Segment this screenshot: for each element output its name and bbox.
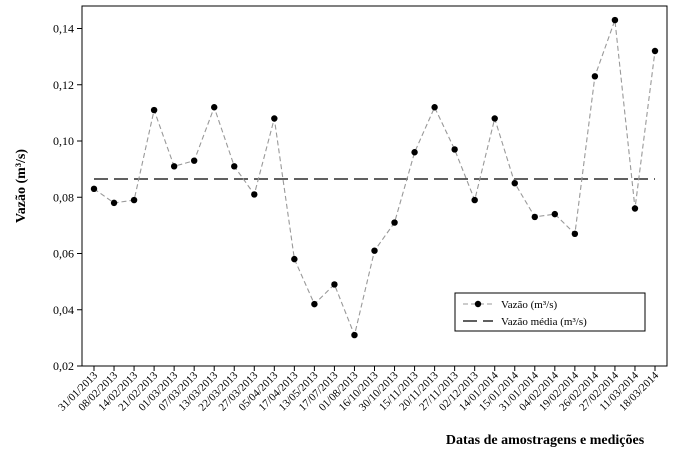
series-line-vazao bbox=[93, 19, 656, 337]
legend: Vazão (m³/s) Vazão média (m³/s) bbox=[454, 292, 646, 332]
data-point bbox=[411, 149, 418, 156]
data-point bbox=[531, 213, 538, 221]
data-point bbox=[611, 16, 619, 24]
legend-label-vazao: Vazão (m³/s) bbox=[501, 299, 557, 311]
data-point bbox=[551, 210, 559, 218]
data-point bbox=[90, 185, 98, 193]
data-point bbox=[471, 196, 478, 204]
data-point bbox=[631, 205, 639, 212]
data-point bbox=[491, 115, 498, 122]
data-point bbox=[110, 199, 118, 207]
y-tick-label: 0,14 bbox=[53, 22, 74, 36]
data-point bbox=[251, 191, 258, 198]
data-point bbox=[311, 300, 318, 308]
data-point bbox=[571, 230, 579, 238]
legend-box bbox=[454, 292, 646, 332]
data-point bbox=[211, 104, 218, 111]
data-point bbox=[371, 247, 378, 254]
data-point bbox=[511, 179, 518, 187]
data-point bbox=[231, 163, 238, 170]
data-point bbox=[170, 163, 178, 170]
data-point bbox=[331, 281, 338, 288]
data-point bbox=[130, 196, 138, 204]
data-point bbox=[271, 115, 278, 122]
data-point bbox=[291, 255, 298, 263]
y-tick-label: 0,02 bbox=[53, 359, 74, 373]
x-axis-title: Datas de amostragens e medições bbox=[446, 433, 645, 448]
axes-group: 0,020,040,060,080,100,120,1431/01/201308… bbox=[14, 5, 668, 448]
data-point bbox=[190, 157, 198, 164]
data-point bbox=[431, 104, 438, 111]
data-point bbox=[351, 331, 358, 339]
y-axis-title: Vazão (m³/s) bbox=[14, 149, 29, 223]
y-tick-label: 0,08 bbox=[53, 190, 74, 204]
data-point bbox=[150, 106, 158, 114]
data-point bbox=[651, 47, 659, 55]
data-point bbox=[451, 146, 458, 153]
data-point bbox=[391, 219, 398, 226]
y-tick-label: 0,06 bbox=[53, 247, 74, 261]
y-tick-label: 0,12 bbox=[53, 78, 74, 92]
legend-label-mean: Vazão média (m³/s) bbox=[501, 316, 587, 328]
series-layer bbox=[90, 16, 659, 339]
y-tick-label: 0,10 bbox=[53, 134, 74, 148]
data-point bbox=[591, 73, 599, 80]
legend-marker-vazao bbox=[474, 300, 482, 308]
y-tick-label: 0,04 bbox=[53, 303, 74, 317]
